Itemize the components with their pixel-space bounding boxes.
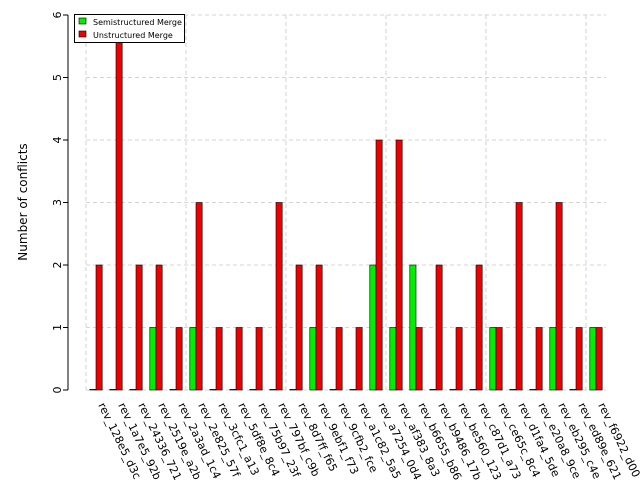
bar-unstructured-25 — [595, 327, 603, 391]
bar-unstructured-24 — [575, 327, 583, 391]
bar-unstructured-1 — [115, 14, 123, 391]
bar-unstructured-8 — [255, 327, 263, 391]
bar-unstructured-19 — [475, 264, 483, 391]
bar-unstructured-14 — [375, 139, 383, 391]
y-tick-label-3: 3 — [51, 199, 64, 206]
bar-semistructured-24 — [569, 389, 577, 391]
bar-semistructured-8 — [249, 389, 257, 391]
legend: Semistructured Merge Unstructured Merge — [74, 14, 185, 43]
y-tick-label-5: 5 — [51, 74, 64, 81]
grid-lines — [85, 14, 606, 391]
bar-semistructured-13 — [349, 389, 357, 391]
bar-semistructured-5 — [189, 327, 197, 391]
bar-semistructured-1 — [109, 389, 117, 391]
bar-unstructured-23 — [555, 202, 563, 391]
legend-label-semistructured: Semistructured Merge — [93, 18, 182, 27]
bar-semistructured-23 — [549, 327, 557, 391]
bar-semistructured-7 — [229, 389, 237, 391]
bar-unstructured-11 — [315, 264, 323, 391]
bar-semistructured-14 — [369, 264, 377, 391]
bar-semistructured-17 — [429, 389, 437, 391]
bar-semistructured-19 — [469, 389, 477, 391]
bar-semistructured-18 — [449, 389, 457, 391]
legend-swatch-semistructured — [78, 17, 87, 25]
bar-semistructured-4 — [169, 389, 177, 391]
bar-semistructured-21 — [509, 389, 517, 391]
bar-unstructured-20 — [495, 327, 503, 391]
bar-unstructured-12 — [335, 327, 343, 391]
bar-semistructured-16 — [409, 264, 417, 391]
bar-semistructured-2 — [129, 389, 137, 391]
y-tick-label-4: 4 — [51, 137, 64, 144]
y-axis-title: Number of conflicts — [16, 143, 30, 260]
bar-unstructured-17 — [435, 264, 443, 391]
legend-swatch-unstructured — [78, 30, 87, 38]
bar-unstructured-13 — [355, 327, 363, 391]
y-axis: 0 1 2 3 4 5 6 — [51, 12, 69, 394]
bar-semistructured-0 — [89, 389, 97, 391]
bar-unstructured-5 — [195, 202, 203, 391]
bar-semistructured-6 — [209, 389, 217, 391]
y-tick-label-6: 6 — [51, 12, 64, 19]
bar-unstructured-16 — [415, 327, 423, 391]
bar-unstructured-21 — [515, 202, 523, 391]
bar-semistructured-25 — [589, 327, 597, 391]
bar-unstructured-18 — [455, 327, 463, 391]
bar-semistructured-11 — [309, 327, 317, 391]
bar-semistructured-9 — [269, 389, 277, 391]
bar-unstructured-6 — [215, 327, 223, 391]
bar-unstructured-0 — [95, 264, 103, 391]
bar-unstructured-2 — [135, 264, 143, 391]
bar-semistructured-12 — [329, 389, 337, 391]
y-tick-label-0: 0 — [51, 387, 64, 394]
bar-unstructured-22 — [535, 327, 543, 391]
bar-semistructured-20 — [489, 327, 497, 391]
y-tick-label-1: 1 — [51, 324, 64, 331]
bar-unstructured-10 — [295, 264, 303, 391]
bar-unstructured-7 — [235, 327, 243, 391]
bar-unstructured-3 — [155, 264, 163, 391]
x-tick-labels: rev_128e5_d3crev_1a7e5_92brev_24336_721r… — [95, 401, 640, 480]
bar-unstructured-9 — [275, 202, 283, 391]
bar-unstructured-4 — [175, 327, 183, 391]
legend-label-unstructured: Unstructured Merge — [93, 31, 173, 40]
bar-unstructured-15 — [395, 139, 403, 391]
bar-semistructured-15 — [389, 327, 397, 391]
bar-semistructured-10 — [289, 389, 297, 391]
bar-semistructured-3 — [149, 327, 157, 391]
legend-box — [74, 14, 185, 43]
bar-semistructured-22 — [529, 389, 537, 391]
bars — [89, 14, 603, 391]
y-tick-label-2: 2 — [51, 262, 64, 269]
